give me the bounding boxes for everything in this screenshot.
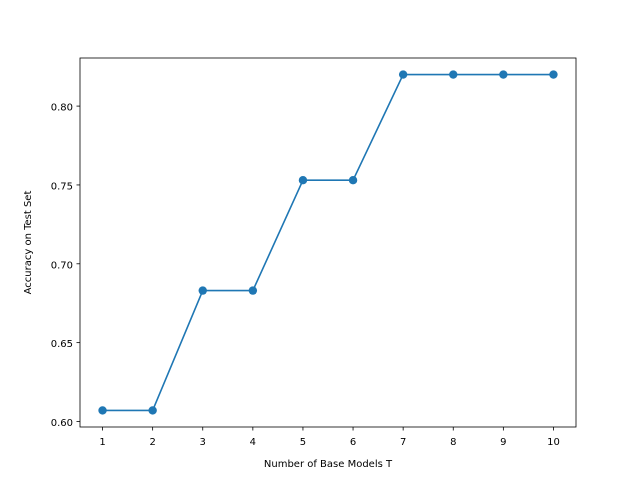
x-tick-label: 4 bbox=[250, 437, 256, 448]
data-point bbox=[98, 406, 107, 415]
y-axis-ticks: 0.60 0.65 0.70 0.75 0.80 bbox=[51, 103, 80, 429]
data-point bbox=[298, 176, 308, 185]
data-point bbox=[198, 286, 207, 295]
data-point bbox=[348, 176, 358, 185]
series-line bbox=[102, 73, 554, 412]
x-axis-ticks: 1 2 3 4 5 6 7 8 9 10 bbox=[99, 427, 560, 448]
y-tick-label: 0.80 bbox=[51, 103, 73, 114]
plot-frame bbox=[79, 57, 577, 428]
y-tick-label: 0.75 bbox=[51, 181, 73, 192]
x-tick-label: 8 bbox=[450, 437, 456, 448]
x-tick-label: 5 bbox=[300, 437, 306, 448]
data-point bbox=[449, 70, 458, 79]
x-tick-label: 2 bbox=[149, 437, 155, 448]
data-point bbox=[549, 70, 558, 79]
y-tick-label: 0.60 bbox=[51, 418, 73, 429]
data-point bbox=[248, 286, 258, 295]
x-tick-label: 7 bbox=[400, 437, 406, 448]
x-tick-label: 9 bbox=[500, 437, 506, 448]
data-point bbox=[148, 406, 157, 415]
data-point bbox=[499, 70, 508, 79]
y-tick-label: 0.65 bbox=[51, 339, 73, 350]
series-layer bbox=[98, 70, 558, 415]
x-tick-label: 6 bbox=[350, 437, 356, 448]
y-axis-label: Accuracy on Test Set bbox=[23, 191, 34, 295]
x-axis-label: Number of Base Models T bbox=[264, 459, 393, 470]
data-point bbox=[398, 70, 408, 79]
x-tick-label: 1 bbox=[99, 437, 105, 448]
y-tick-label: 0.70 bbox=[51, 260, 73, 271]
x-tick-label: 3 bbox=[200, 437, 206, 448]
x-tick-label: 10 bbox=[547, 437, 560, 448]
